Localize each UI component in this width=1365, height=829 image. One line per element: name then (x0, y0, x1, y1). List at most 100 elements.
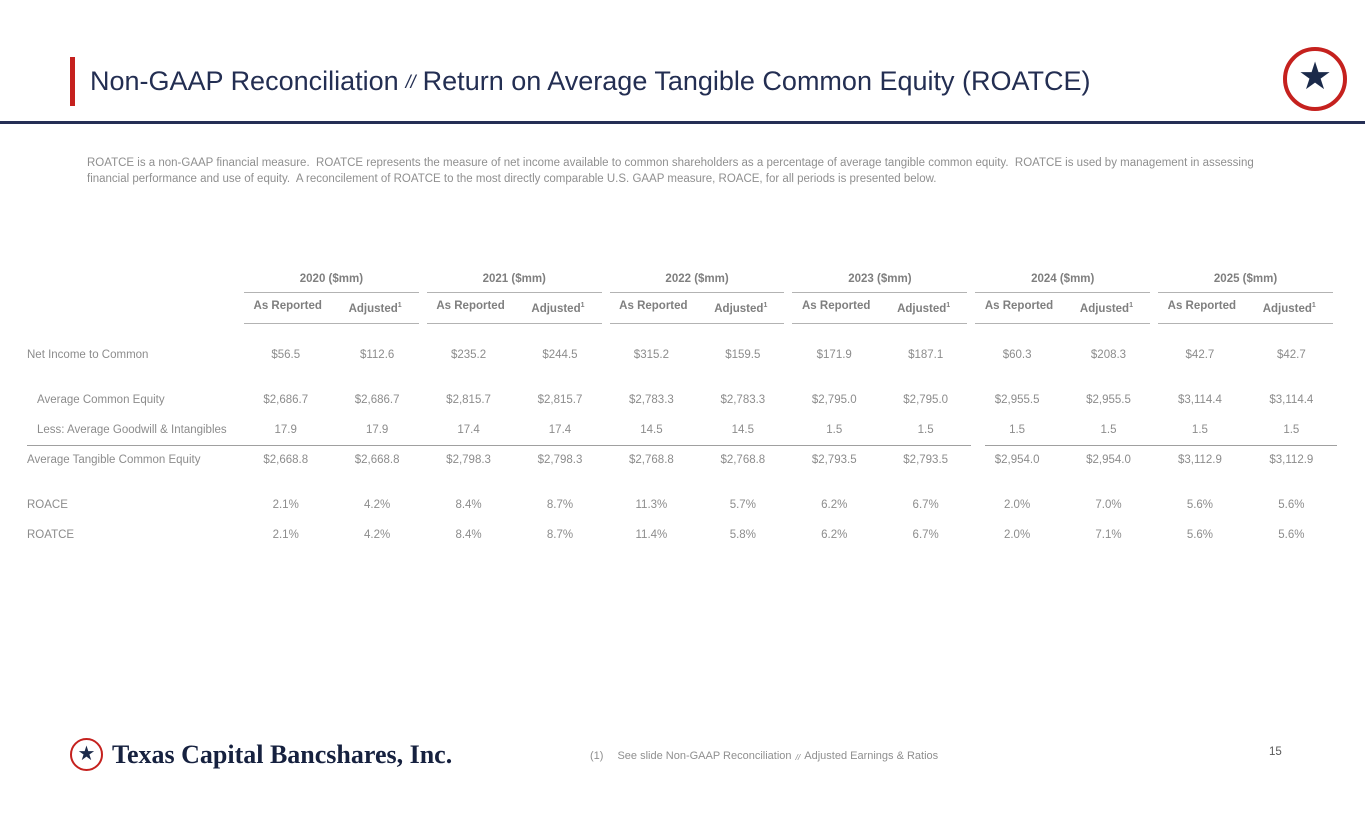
year-label: 2023 ($mm) (792, 268, 968, 293)
cell: 17.9 (274, 423, 297, 436)
table-row: Net Income to Common $56.5 $112.6 $235.2 $24… (27, 340, 1337, 370)
cell: 7.1% (1095, 528, 1122, 541)
subcol-label-as-reported: As Reported (1167, 300, 1237, 312)
cell: 5.7% (729, 498, 756, 511)
cell: $2,686.7 (354, 393, 400, 406)
cell: $2,793.5 (811, 453, 857, 466)
year-label: 2020 ($mm) (244, 268, 419, 293)
subcol-label-adjusted: Adjusted1 (714, 302, 768, 315)
cell: $187.1 (908, 348, 944, 361)
cell: 2.0% (1003, 528, 1031, 541)
reconciliation-table: 2020 ($mm) As Reported Adjusted1 2021 ($mm)… (27, 268, 1337, 550)
footnote-marker: (1) (590, 750, 604, 762)
year-label: 2025 ($mm) (1158, 268, 1333, 293)
cell: $2,954.0 (994, 453, 1040, 466)
cell: 14.5 (640, 423, 663, 436)
cell: $2,686.7 (263, 393, 309, 406)
cell: $2,783.3 (720, 393, 766, 406)
cell: $42.7 (1276, 348, 1306, 361)
cell: 2.1% (272, 498, 299, 511)
cell: 2.0% (1003, 498, 1031, 511)
cell: $244.5 (542, 348, 578, 361)
cell: 5.6% (1186, 528, 1214, 541)
cell: 8.7% (546, 528, 574, 541)
row-spacer (27, 475, 1337, 490)
cell: $2,815.7 (446, 393, 491, 406)
year-label: 2024 ($mm) (975, 268, 1151, 293)
footnote-part2: Adjusted Earnings & Ratios (804, 750, 939, 762)
cell: 8.4% (455, 498, 482, 511)
cell: $315.2 (633, 348, 669, 361)
cell: 5.6% (1186, 498, 1214, 511)
cell: 5.6% (1278, 498, 1305, 511)
year-group: 2024 ($mm) As Reported Adjusted1 (975, 268, 1151, 324)
year-group: 2021 ($mm) As Reported Adjusted1 (426, 268, 602, 324)
star-icon: ★ (1297, 56, 1333, 98)
cell: $2,795.0 (903, 393, 949, 406)
year-label: 2022 ($mm) (609, 268, 785, 293)
cell: 1.5 (917, 423, 934, 436)
footnote-separator: // (795, 752, 801, 762)
cell: $2,768.8 (720, 453, 766, 466)
row-label: Net Income to Common (27, 348, 149, 361)
cell: $2,954.0 (1086, 453, 1131, 466)
cell: 1.5 (826, 423, 843, 436)
table-row: ROATCE 2.1% 4.2% 8.4% 8.7% 11.4% 5.8% 6.2% 6.7% 2… (27, 520, 1337, 550)
cell: 4.2% (364, 498, 391, 511)
footnote: (1) See slide Non-GAAP Reconciliation//A… (590, 750, 938, 762)
cell: $2,798.3 (446, 453, 491, 466)
table-header: 2020 ($mm) As Reported Adjusted1 2021 ($mm)… (27, 268, 1337, 324)
subcol-labels: As Reported Adjusted1 (1158, 293, 1333, 324)
cell: $56.5 (271, 348, 301, 361)
cell: 6.7% (912, 498, 939, 511)
year-group: 2022 ($mm) As Reported Adjusted1 (609, 268, 785, 324)
cell: $3,114.4 (1177, 393, 1222, 406)
cell: $2,795.0 (811, 393, 857, 406)
cell: $2,955.5 (1086, 393, 1131, 406)
subcol-labels: As Reported Adjusted1 (244, 293, 419, 324)
cell: 17.9 (365, 423, 389, 436)
cell: 11.4% (635, 528, 668, 541)
intro-text: ROATCE is a non-GAAP financial measure. … (87, 157, 1257, 185)
row-label: ROACE (27, 498, 68, 511)
cell: $208.3 (1090, 348, 1127, 361)
cell: 5.6% (1278, 528, 1305, 541)
footnote-text: See slide Non-GAAP Reconciliation//Adjus… (617, 750, 938, 762)
cell: 2.1% (272, 528, 299, 541)
rule-segment (985, 444, 1337, 446)
table-row: Less: Average Goodwill & Intangibles 17.9… (27, 415, 1337, 445)
footnote-part1: See slide Non-GAAP Reconciliation (617, 750, 792, 762)
footer-logo-mark: ★ (70, 738, 103, 771)
footer-logo: ★ Texas Capital Bancshares, Inc. (70, 738, 452, 771)
year-group: 2025 ($mm) As Reported Adjusted1 (1158, 268, 1333, 324)
subcol-labels: As Reported Adjusted1 (609, 293, 785, 324)
table-row: Average Tangible Common Equity $2,668.8 $2… (27, 445, 1337, 475)
subcol-label-adjusted: Adjusted1 (348, 302, 402, 315)
cell: 1.5 (1283, 423, 1300, 436)
cell: $2,798.3 (537, 453, 583, 466)
cell: $171.9 (816, 348, 852, 361)
header-divider (0, 121, 1365, 124)
star-icon: ★ (77, 742, 96, 765)
footer-logo-text: Texas Capital Bancshares, Inc. (112, 739, 453, 769)
year-label: 2021 ($mm) (426, 268, 602, 293)
year-group: 2023 ($mm) As Reported Adjusted1 (792, 268, 968, 324)
cell: 5.8% (729, 528, 756, 541)
slide-title: Non-GAAP Reconciliation // Return on Avera… (90, 57, 1091, 106)
page-number: 15 (1269, 746, 1282, 758)
subcol-label-as-reported: As Reported (802, 300, 871, 312)
rule-segment (27, 444, 971, 446)
subcol-label-as-reported: As Reported (253, 300, 322, 312)
table-row: Average Common Equity $2,686.7 $2,686.7 $2,… (27, 385, 1337, 415)
cell: 17.4 (457, 423, 480, 436)
cell: 6.2% (821, 498, 848, 511)
company-logo-mark: ★ (1283, 47, 1347, 111)
cell: $2,668.8 (263, 453, 309, 466)
cell: $2,815.7 (537, 393, 583, 406)
year-group: 2020 ($mm) As Reported Adjusted1 (244, 268, 419, 324)
cell: $159.5 (725, 348, 761, 361)
title-accent-bar (70, 57, 75, 106)
subcol-labels: As Reported Adjusted1 (426, 293, 602, 324)
cell: $2,793.5 (903, 453, 949, 466)
table-row: ROACE 2.1% 4.2% 8.4% 8.7% 11.3% 5.7% 6.2% 6.7% 2.… (27, 490, 1337, 520)
